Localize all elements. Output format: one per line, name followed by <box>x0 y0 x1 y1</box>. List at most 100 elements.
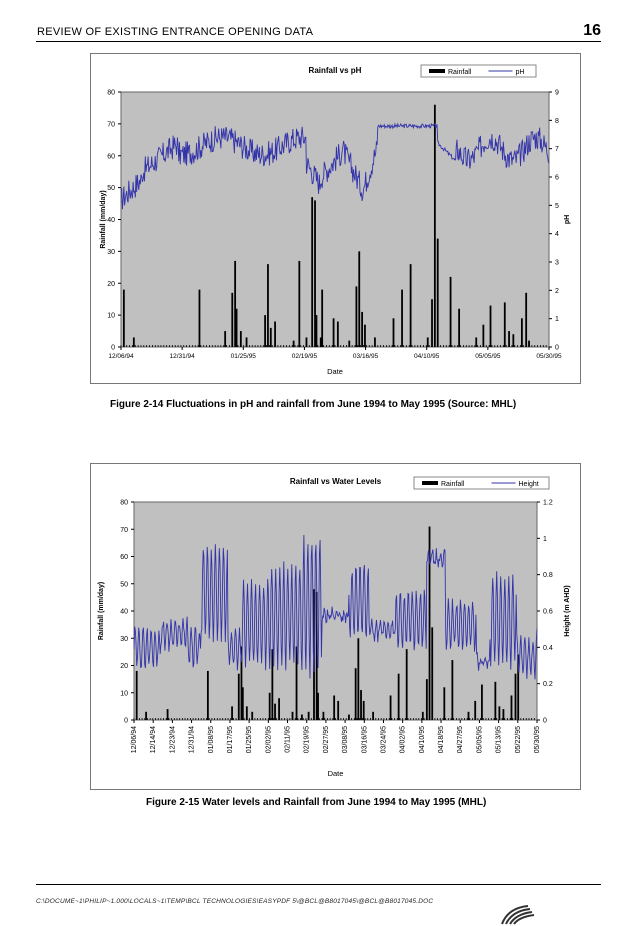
rainfall-bar <box>122 289 125 347</box>
rainfall-baseline-mark <box>396 718 398 720</box>
rainfall-baseline-mark <box>447 718 449 720</box>
rainfall-baseline-mark <box>320 345 322 347</box>
rainfall-baseline-mark <box>165 718 167 720</box>
rainfall-bar <box>397 673 400 720</box>
y2-tick-label: 6 <box>555 175 559 182</box>
rainfall-bar <box>241 687 244 720</box>
x-tick-label: 03/16/95 <box>361 726 368 753</box>
rainfall-bar <box>231 292 234 347</box>
rainfall-baseline-mark <box>528 718 530 720</box>
y-tick-label: 60 <box>107 153 115 160</box>
rainfall-baseline-mark <box>391 345 393 347</box>
y2-tick-label: 0.8 <box>543 572 553 579</box>
rainfall-baseline-mark <box>187 718 189 720</box>
rainfall-baseline-mark <box>151 345 153 347</box>
rainfall-bar <box>132 337 135 347</box>
rainfall-bar <box>405 649 408 720</box>
rainfall-baseline-mark <box>289 718 291 720</box>
x-tick-label: 12/23/94 <box>169 726 176 753</box>
rainfall-baseline-mark <box>280 345 282 347</box>
rainfall-baseline-mark <box>480 718 481 720</box>
rainfall-bar <box>481 684 483 720</box>
rainfall-bar <box>354 668 357 720</box>
rainfall-baseline-mark <box>246 718 248 720</box>
rainfall-baseline-mark <box>281 718 283 720</box>
rainfall-baseline-mark <box>132 345 133 347</box>
rainfall-baseline-mark <box>500 345 501 347</box>
legend-line-label: pH <box>516 69 525 76</box>
rainfall-baseline-mark <box>143 345 145 347</box>
y2-axis-label: Height (m AHD) <box>564 585 571 636</box>
rainfall-baseline-mark <box>314 345 316 347</box>
x-tick-label: 05/13/95 <box>496 726 503 753</box>
rainfall-bar <box>166 709 169 720</box>
rainfall-baseline-mark <box>454 345 456 347</box>
rainfall-baseline-mark <box>297 345 299 347</box>
rainfall-baseline-mark <box>383 718 385 720</box>
rainfall-baseline-mark <box>192 718 194 720</box>
rainfall-baseline-mark <box>377 345 379 347</box>
rainfall-baseline-mark <box>399 718 401 720</box>
rainfall-baseline-mark <box>211 345 213 347</box>
legend-box <box>413 476 550 490</box>
rainfall-baseline-mark <box>425 345 427 347</box>
rainfall-baseline-mark <box>402 718 404 720</box>
rainfall-baseline-mark <box>206 718 207 720</box>
rainfall-baseline-mark <box>329 718 331 720</box>
x-tick-label: 12/06/94 <box>108 353 134 360</box>
rainfall-baseline-mark <box>184 718 186 720</box>
rainfall-baseline-mark <box>394 718 396 720</box>
rainfall-baseline-mark <box>482 345 484 347</box>
rainfall-baseline-mark <box>157 345 159 347</box>
rainfall-baseline-mark <box>326 345 327 347</box>
rainfall-baseline-mark <box>411 345 413 347</box>
rainfall-bar <box>508 331 510 347</box>
legend-line-label: Height <box>519 481 539 488</box>
rainfall-bar <box>234 260 237 347</box>
y-tick-label: 0 <box>111 345 115 352</box>
rainfall-baseline-mark <box>234 345 236 347</box>
rainfall-baseline-mark <box>262 718 264 720</box>
rainfall-baseline-mark <box>405 345 407 347</box>
rainfall-baseline-mark <box>497 345 499 347</box>
rainfall-baseline-mark <box>507 718 508 720</box>
y2-tick-label: 8 <box>555 118 559 125</box>
rainfall-baseline-mark <box>512 718 514 720</box>
rainfall-baseline-mark <box>297 718 299 720</box>
y-tick-label: 60 <box>120 554 128 561</box>
rainfall-baseline-mark <box>198 718 199 720</box>
rainfall-baseline-mark <box>337 345 339 347</box>
rainfall-baseline-mark <box>254 718 256 720</box>
rainfall-baseline-mark <box>267 718 269 720</box>
x-tick-label: 03/16/95 <box>353 353 379 360</box>
rainfall-baseline-mark <box>233 718 234 720</box>
rainfall-baseline-mark <box>251 345 253 347</box>
y2-tick-label: 1 <box>555 316 559 323</box>
rainfall-baseline-mark <box>211 718 213 720</box>
rainfall-baseline-mark <box>363 345 364 347</box>
rainfall-baseline-mark <box>166 345 168 347</box>
rainfall-baseline-mark <box>415 718 417 720</box>
rainfall-baseline-mark <box>357 345 359 347</box>
rainfall-baseline-mark <box>525 718 527 720</box>
x-tick-label: 12/14/94 <box>150 726 157 753</box>
rainfall-baseline-mark <box>138 718 140 720</box>
rainfall-baseline-mark <box>469 718 471 720</box>
rainfall-baseline-mark <box>300 718 301 720</box>
rainfall-bar <box>482 324 485 347</box>
rainfall-baseline-mark <box>477 718 479 720</box>
x-tick-label: 05/30/95 <box>534 726 541 753</box>
rainfall-baseline-mark <box>154 345 156 347</box>
rainfall-baseline-mark <box>163 345 165 347</box>
x-tick-label: 04/18/95 <box>438 726 445 753</box>
rainfall-baseline-mark <box>491 345 493 347</box>
rainfall-baseline-mark <box>238 718 240 720</box>
rainfall-baseline-mark <box>485 718 487 720</box>
rainfall-baseline-mark <box>176 718 178 720</box>
rainfall-baseline-mark <box>417 345 419 347</box>
rainfall-bar <box>251 711 254 720</box>
rainfall-bar <box>362 700 365 720</box>
rainfall-baseline-mark <box>146 345 148 347</box>
rainfall-baseline-mark <box>465 345 467 347</box>
chart-rainfall-water-levels: Rainfall vs Water Levels Rainfall Height 0 1… <box>90 463 581 790</box>
